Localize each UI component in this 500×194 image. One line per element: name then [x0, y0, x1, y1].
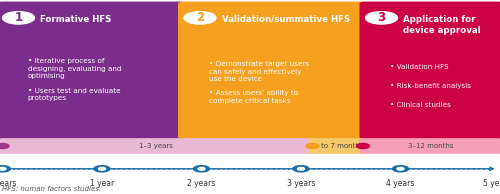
FancyBboxPatch shape: [359, 138, 500, 154]
Text: Validation/summative HFS: Validation/summative HFS: [222, 15, 350, 23]
Text: HFS: human factors studies.: HFS: human factors studies.: [2, 186, 102, 192]
Circle shape: [293, 166, 309, 172]
Circle shape: [356, 144, 370, 149]
Circle shape: [198, 167, 205, 170]
Text: • Clinical studies: • Clinical studies: [390, 102, 452, 108]
Text: 1–3 years: 1–3 years: [140, 143, 173, 149]
Circle shape: [0, 166, 10, 172]
FancyBboxPatch shape: [0, 2, 186, 139]
Circle shape: [0, 167, 6, 170]
Circle shape: [298, 167, 304, 170]
Text: 2: 2: [196, 11, 204, 24]
FancyBboxPatch shape: [0, 138, 314, 154]
Text: 3 years: 3 years: [287, 179, 315, 188]
Circle shape: [397, 167, 404, 170]
Circle shape: [306, 144, 319, 149]
Text: 2 years: 2 years: [188, 179, 216, 188]
Text: Application for
device approval: Application for device approval: [403, 15, 480, 35]
Circle shape: [366, 12, 398, 24]
Text: 3: 3: [378, 11, 386, 24]
Circle shape: [194, 166, 210, 172]
Circle shape: [184, 12, 216, 24]
Circle shape: [2, 12, 34, 24]
Text: 5 years: 5 years: [484, 179, 500, 188]
FancyBboxPatch shape: [308, 138, 364, 154]
Text: 1: 1: [14, 11, 22, 24]
Circle shape: [392, 166, 408, 172]
Text: Formative HFS: Formative HFS: [40, 15, 112, 23]
Circle shape: [98, 167, 105, 170]
Circle shape: [94, 166, 110, 172]
FancyBboxPatch shape: [178, 2, 368, 139]
Text: • Iterative process of
designing, evaluating and
optimising: • Iterative process of designing, evalua…: [28, 58, 121, 79]
Text: up to 7 months: up to 7 months: [310, 143, 363, 149]
Text: • Validation HFS: • Validation HFS: [390, 64, 449, 70]
Text: 4 years: 4 years: [386, 179, 414, 188]
Text: • Assess users’ ability to
complete critical tasks: • Assess users’ ability to complete crit…: [209, 90, 298, 104]
Text: 0 years: 0 years: [0, 179, 16, 188]
Text: • Users test and evaluate
prototypes: • Users test and evaluate prototypes: [28, 88, 120, 101]
FancyBboxPatch shape: [360, 2, 500, 139]
Text: 1 year: 1 year: [90, 179, 114, 188]
Circle shape: [0, 144, 9, 149]
Text: • Demonstrate target users
can safely and effectively
use the device: • Demonstrate target users can safely an…: [209, 61, 309, 82]
Text: • Risk-benefit analysis: • Risk-benefit analysis: [390, 83, 471, 89]
Text: 3–12 months: 3–12 months: [408, 143, 453, 149]
